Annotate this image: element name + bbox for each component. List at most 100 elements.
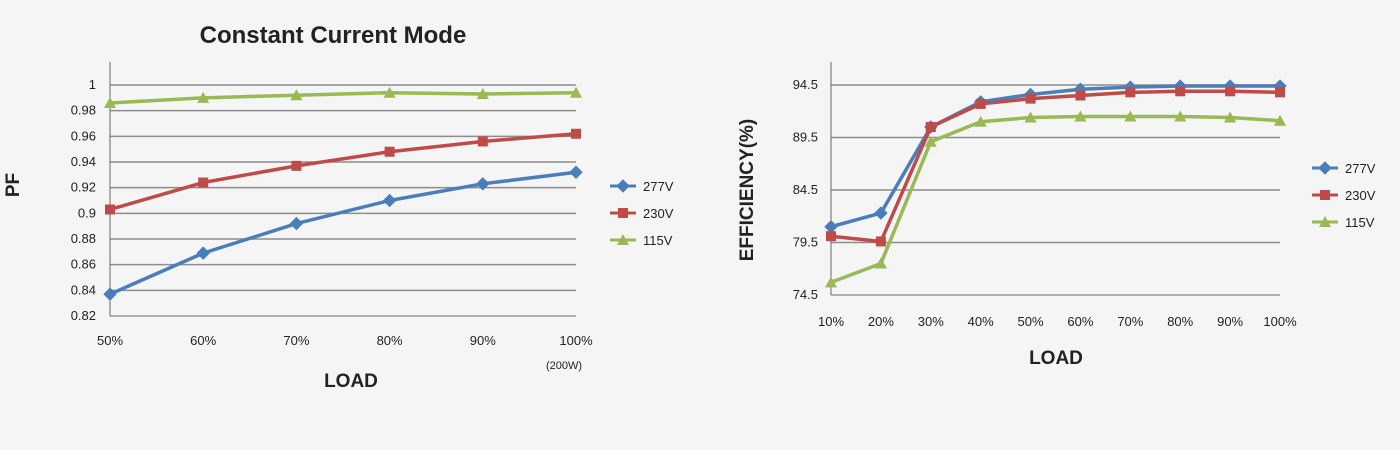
legend-label: 115V bbox=[1345, 215, 1375, 230]
data-point bbox=[1175, 86, 1186, 97]
series-line bbox=[109, 170, 577, 296]
chart-title: Constant Current Mode bbox=[200, 22, 467, 49]
x-tick-label: 60% bbox=[190, 333, 216, 348]
x-tick-label: 90% bbox=[470, 333, 496, 348]
x-tick-label: 10% bbox=[818, 314, 844, 329]
data-point bbox=[291, 160, 302, 171]
x-tick-label: 70% bbox=[283, 333, 309, 348]
legend-entry: 277V bbox=[610, 179, 674, 194]
data-point bbox=[874, 257, 887, 269]
data-point bbox=[383, 86, 396, 98]
legend-label: 115V bbox=[643, 233, 673, 248]
data-point bbox=[1075, 90, 1086, 101]
x-tick-label: 100% bbox=[559, 333, 593, 348]
x-tick-label: 100% bbox=[1263, 314, 1297, 329]
data-point bbox=[1275, 87, 1285, 98]
x-tick-label: 80% bbox=[377, 333, 403, 348]
chart-2: 74.5 79.5 84.5 89.5 94.5 10% 20% 30% 40% 50% 60% 70… bbox=[737, 62, 1376, 369]
data-point bbox=[1025, 93, 1036, 104]
data-point bbox=[1124, 110, 1137, 122]
series-line bbox=[109, 132, 577, 212]
legend-swatch-marker bbox=[1320, 190, 1330, 200]
series-line bbox=[830, 89, 1281, 244]
series-115V bbox=[104, 86, 582, 108]
data-point bbox=[1174, 110, 1187, 122]
legend-entry: 230V bbox=[1312, 188, 1376, 203]
series-115V bbox=[825, 110, 1286, 288]
x-tick-label: 70% bbox=[1117, 314, 1143, 329]
data-point bbox=[1274, 114, 1286, 126]
data-point bbox=[289, 216, 304, 231]
series-230V bbox=[105, 128, 581, 215]
legend-swatch-marker bbox=[617, 234, 629, 245]
legend-label: 230V bbox=[643, 206, 674, 221]
y-tick-label: 0.96 bbox=[71, 128, 96, 143]
y-tick-label: 0.88 bbox=[71, 231, 96, 246]
data-point bbox=[384, 146, 395, 157]
data-point bbox=[197, 91, 210, 103]
series-230V bbox=[826, 86, 1285, 247]
data-point bbox=[382, 193, 397, 208]
data-point bbox=[825, 276, 837, 288]
x-tick-label: 90% bbox=[1217, 314, 1243, 329]
data-point bbox=[875, 236, 886, 247]
x-axis-title: LOAD bbox=[324, 371, 378, 392]
x-tick-label: 20% bbox=[868, 314, 894, 329]
y-tick-label: 0.92 bbox=[71, 180, 96, 195]
y-tick-label: 0.86 bbox=[71, 257, 96, 272]
y-tick-label: 94.5 bbox=[793, 77, 818, 92]
y-tick-label: 89.5 bbox=[793, 130, 818, 145]
legend-label: 230V bbox=[1345, 188, 1376, 203]
y-tick-label: 0.94 bbox=[71, 154, 96, 169]
data-point bbox=[105, 204, 115, 215]
data-point bbox=[1224, 111, 1237, 123]
data-point bbox=[925, 122, 936, 132]
y-tick-label: 0.82 bbox=[71, 308, 96, 323]
data-point bbox=[196, 246, 210, 260]
x-tick-label: 30% bbox=[918, 314, 944, 329]
series-line bbox=[830, 84, 1280, 229]
x-tick-label: 60% bbox=[1067, 314, 1093, 329]
legend-swatch-marker bbox=[1318, 161, 1332, 175]
x-tick-label: 50% bbox=[1018, 314, 1044, 329]
y-tick-label: 0.98 bbox=[71, 103, 96, 118]
data-point bbox=[974, 115, 987, 127]
legend-swatch-marker bbox=[616, 179, 630, 193]
x-axis-note: (200W) bbox=[546, 360, 582, 372]
legend-swatch-marker bbox=[618, 208, 628, 218]
data-point bbox=[569, 165, 583, 179]
y-tick-label: 0.9 bbox=[78, 205, 96, 220]
data-point bbox=[103, 287, 117, 301]
data-point bbox=[1225, 86, 1236, 97]
legend-label: 277V bbox=[1345, 161, 1376, 176]
data-point bbox=[104, 96, 116, 108]
y-tick-label: 79.5 bbox=[793, 235, 818, 250]
data-point bbox=[826, 231, 836, 242]
data-point bbox=[477, 136, 488, 147]
data-point bbox=[570, 86, 582, 98]
y-tick-label: 84.5 bbox=[793, 182, 818, 197]
legend-entry: 115V bbox=[1312, 215, 1375, 230]
y-axis-title: EFFICIENCY(%) bbox=[737, 119, 758, 262]
data-point bbox=[975, 98, 986, 109]
data-point bbox=[476, 177, 490, 191]
data-point bbox=[476, 87, 489, 99]
series-line bbox=[109, 90, 577, 105]
legend-entry: 115V bbox=[610, 233, 673, 248]
data-point bbox=[571, 128, 581, 139]
y-axis-title: PF bbox=[3, 173, 24, 197]
data-point bbox=[874, 206, 888, 220]
chart-1: 0.82 0.84 0.86 0.88 0.9 0.92 0.94 0.96 0.98 1 50% 6… bbox=[3, 22, 674, 392]
data-point bbox=[198, 177, 209, 188]
data-point bbox=[1125, 87, 1136, 98]
x-tick-label: 40% bbox=[968, 314, 994, 329]
legend-entry: 230V bbox=[610, 206, 674, 221]
legend-entry: 277V bbox=[1312, 161, 1376, 176]
legend-label: 277V bbox=[643, 179, 674, 194]
y-tick-label: 0.84 bbox=[71, 282, 96, 297]
data-point bbox=[1074, 110, 1087, 122]
data-point bbox=[290, 89, 303, 101]
x-tick-label: 80% bbox=[1167, 314, 1193, 329]
legend-swatch-marker bbox=[1319, 216, 1331, 227]
